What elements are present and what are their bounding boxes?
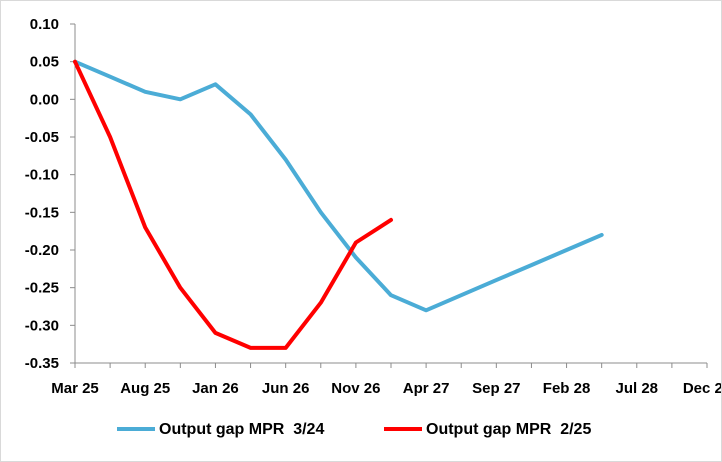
- y-tick-label: -0.35: [25, 355, 59, 372]
- x-tick-label: Apr 27: [403, 380, 450, 397]
- y-tick-label: -0.25: [25, 280, 59, 297]
- x-tick-label: Jun 26: [262, 380, 310, 397]
- y-tick-label: 0.10: [30, 16, 59, 33]
- legend-label-2: Output gap MPR 2/25: [426, 421, 591, 438]
- x-tick-label: Dec 28: [683, 380, 721, 397]
- x-tick-label: Sep 27: [472, 380, 520, 397]
- x-tick-label: Nov 26: [331, 380, 380, 397]
- y-tick-label: 0.05: [30, 54, 59, 71]
- y-tick-label: 0.00: [30, 91, 59, 108]
- y-tick-label: -0.30: [25, 317, 59, 334]
- y-axis: 0.10 0.05 0.00 -0.05 -0.10 -0.15 -0.20 -0.25 -0.…: [25, 16, 76, 372]
- x-tick-label: Jul 28: [616, 380, 659, 397]
- x-tick-label: Aug 25: [120, 380, 170, 397]
- series-line-2: [73, 59, 393, 350]
- series-line-1: [73, 59, 604, 313]
- series-layer: [73, 59, 604, 350]
- legend-label-1: Output gap MPR 3/24: [159, 421, 324, 438]
- y-tick-label: -0.20: [25, 242, 59, 259]
- x-tick-label: Mar 25: [51, 380, 99, 397]
- x-tick-label: Feb 28: [543, 380, 591, 397]
- y-tick-label: -0.15: [25, 204, 59, 221]
- x-tick-label: Jan 26: [192, 380, 239, 397]
- legend: Output gap MPR 3/24 Output gap MPR 2/25: [117, 421, 591, 438]
- y-tick-label: -0.10: [25, 167, 59, 184]
- y-tick-label: -0.05: [25, 129, 59, 146]
- x-axis: Mar 25 Aug 25 Jan 26 Jun 26 Nov 26 Apr 27 Sep …: [51, 362, 721, 397]
